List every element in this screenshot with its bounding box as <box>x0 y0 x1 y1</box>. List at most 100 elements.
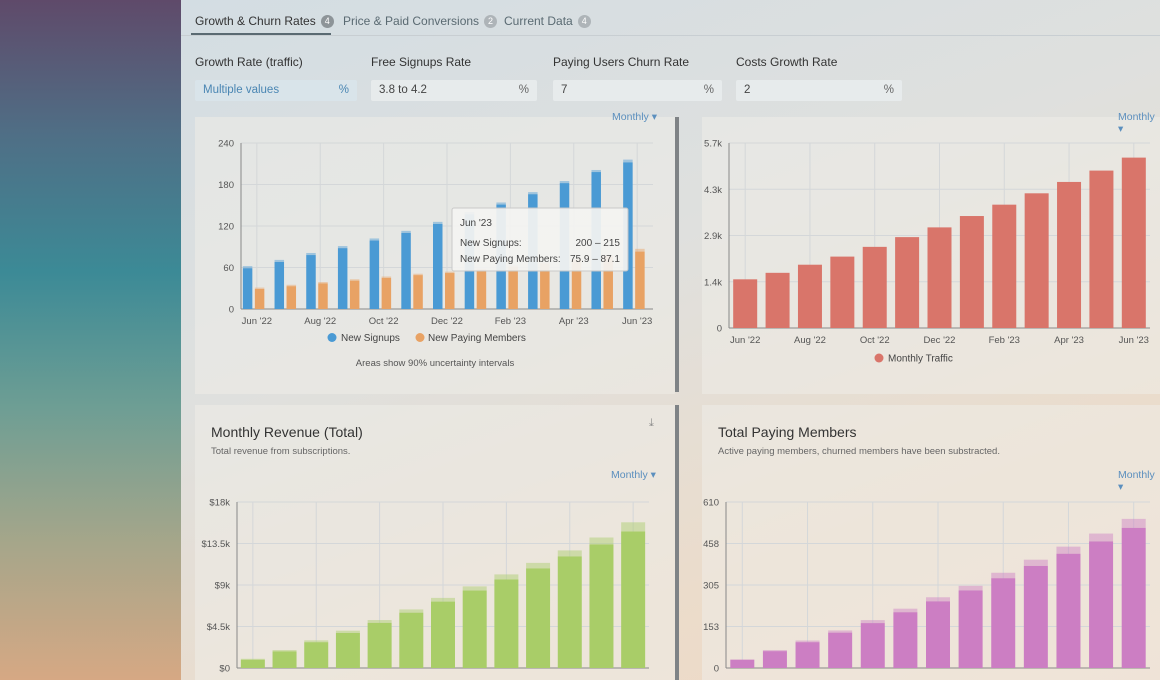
costs-growth-rate-label: Costs Growth Rate <box>736 55 838 69</box>
uncertainty-band <box>433 221 443 224</box>
y-tick-label: 5.7k <box>704 139 722 150</box>
bar <box>286 286 297 309</box>
uncertainty-band <box>958 585 983 591</box>
bar <box>445 273 455 309</box>
uncertainty-band <box>591 169 601 173</box>
tab-current-data[interactable]: Current Data 4 <box>504 14 591 28</box>
bar <box>860 623 885 668</box>
uncertainty-band <box>349 279 360 281</box>
x-tick-label: Feb '23 <box>495 316 526 327</box>
uncertainty-band <box>445 271 455 274</box>
uncertainty-band <box>254 287 265 289</box>
bar <box>762 651 787 668</box>
bar <box>272 651 297 668</box>
tab-growth-churn-rates[interactable]: Growth & Churn Rates 4 <box>195 14 334 28</box>
bar <box>335 632 360 668</box>
tab-count-badge: 4 <box>577 14 591 28</box>
bar <box>958 590 983 668</box>
y-tick-label: 240 <box>218 139 234 150</box>
bar <box>1056 553 1081 668</box>
y-tick-label: $13.5k <box>201 539 230 550</box>
column-resize-handle[interactable] <box>675 117 679 392</box>
churn-rate-input[interactable]: 7 % <box>553 80 722 101</box>
x-tick-label: Oct '22 <box>369 316 399 327</box>
uncertainty-band <box>274 259 285 262</box>
bar <box>304 642 329 668</box>
members-chart: 0 153 305 458 610 <box>703 498 1150 675</box>
tooltip-row-label: New Paying Members: <box>460 254 561 265</box>
free-signups-rate-input[interactable]: 3.8 to 4.2 % <box>371 80 537 101</box>
uncertainty-band <box>462 586 487 591</box>
costs-growth-rate-input[interactable]: 2 % <box>736 80 902 101</box>
tooltip-row-value: 200 – 215 <box>576 238 621 249</box>
bar <box>589 544 614 668</box>
bar <box>1089 541 1114 668</box>
bar <box>494 579 519 668</box>
churn-rate-value: 7 <box>561 84 568 96</box>
legend-label: New Signups <box>341 333 400 344</box>
uncertainty-band <box>589 537 614 545</box>
uncertainty-band <box>559 181 570 184</box>
column-resize-handle[interactable] <box>675 405 679 680</box>
uncertainty-band <box>991 572 1016 579</box>
bar <box>433 223 443 309</box>
uncertainty-band <box>1023 559 1048 566</box>
frequency-dropdown[interactable]: Monthly ▾ <box>1118 111 1155 135</box>
bar <box>413 275 423 309</box>
frequency-dropdown[interactable]: Monthly ▾ <box>611 469 656 481</box>
uncertainty-band <box>242 266 253 269</box>
tab-count-badge: 4 <box>320 14 334 28</box>
bar <box>401 232 411 309</box>
uncertainty-band <box>318 282 328 284</box>
uncertainty-band <box>413 273 423 276</box>
bar <box>462 590 487 668</box>
tooltip-row-label: New Signups: <box>460 238 522 249</box>
uncertainty-note: Areas show 90% uncertainty intervals <box>356 358 515 369</box>
bar <box>526 568 551 668</box>
percent-unit: % <box>518 84 529 96</box>
bar <box>571 259 582 309</box>
uncertainty-band <box>337 246 348 249</box>
tooltip-row-value: 75.9 – 87.1 <box>570 254 620 265</box>
tab-price-paid-conversions[interactable]: Price & Paid Conversions 2 <box>343 14 498 28</box>
chart-tooltip: Jun '23 New Signups: 200 – 215 New Paying M… <box>451 207 629 272</box>
uncertainty-band <box>1056 546 1081 554</box>
frequency-dropdown[interactable]: Monthly ▾ <box>1118 469 1155 493</box>
bar <box>1121 157 1146 328</box>
percent-unit: % <box>883 84 894 96</box>
y-tick-label: 2.9k <box>704 231 722 242</box>
legend-label: Monthly Traffic <box>888 354 953 365</box>
uncertainty-band <box>306 252 316 256</box>
revenue-chart: $0 $4.5k $9k $13.5k $18k <box>201 498 649 675</box>
uncertainty-band <box>621 522 646 532</box>
panel-subtitle: Active paying members, churned members h… <box>718 446 1000 457</box>
bar <box>242 268 253 309</box>
uncertainty-band <box>860 620 885 624</box>
frequency-dropdown[interactable]: Monthly ▾ <box>612 111 657 123</box>
y-tick-label: $9k <box>215 581 231 592</box>
panel-title: Total Paying Members <box>718 424 857 440</box>
bar <box>318 283 328 309</box>
uncertainty-band <box>526 562 551 569</box>
tab-count-badge: 2 <box>484 14 498 28</box>
bar <box>381 277 392 309</box>
download-icon[interactable]: ⤓ <box>649 417 654 429</box>
bar <box>926 601 950 668</box>
uncertainty-band <box>272 650 297 652</box>
bar <box>254 288 265 309</box>
bar <box>431 601 455 668</box>
bar <box>1121 527 1146 668</box>
growth-rate-input[interactable]: Multiple values % <box>195 80 357 101</box>
bar <box>959 216 984 328</box>
uncertainty-band <box>240 658 265 660</box>
uncertainty-band <box>401 230 411 233</box>
legend-label: New Paying Members <box>428 333 526 344</box>
uncertainty-band <box>893 608 918 613</box>
uncertainty-band <box>431 597 455 602</box>
uncertainty-band <box>494 574 519 580</box>
uncertainty-band <box>926 597 950 602</box>
uncertainty-band <box>623 159 633 163</box>
growth-rate-value: Multiple values <box>203 84 280 96</box>
y-tick-label: 4.3k <box>704 185 722 196</box>
tab-label: Price & Paid Conversions <box>343 14 480 28</box>
